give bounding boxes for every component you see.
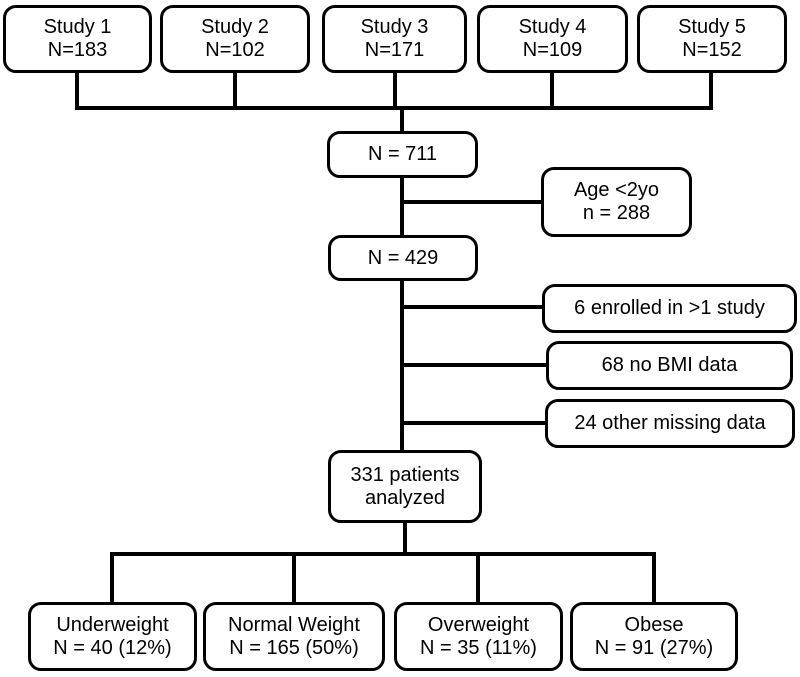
exclusion-missing-data-box: 24 other missing data (545, 399, 795, 448)
connector-exclusion-missing-branch (402, 421, 547, 425)
connector-analyzed-stub (403, 521, 407, 556)
obese-box: Obese N = 91 (27%) (570, 602, 738, 671)
analyzed-line1: 331 patients (350, 463, 460, 486)
study-5-box: Study 5 N=152 (637, 5, 787, 73)
study-3-box: Study 3 N=171 (322, 5, 467, 73)
connector-normal-weight-stub (292, 552, 296, 604)
age-exclusion-line1: Age <2yo (573, 179, 660, 201)
overweight-box: Overweight N = 35 (11%) (394, 602, 563, 671)
connector-exclusion-no-bmi-branch (402, 363, 548, 367)
connector-obese-stub (652, 552, 656, 604)
pooled-total-label: N = 711 (367, 143, 438, 165)
study-2-box: Study 2 N=102 (160, 5, 310, 73)
exclusion-no-bmi-box: 68 no BMI data (546, 341, 793, 390)
study-4-n: N=109 (522, 39, 583, 61)
connector-bottom-horizontal (110, 552, 654, 556)
connector-overweight-stub (476, 552, 480, 604)
exclusion-no-bmi-label: 68 no BMI data (601, 354, 738, 376)
pooled-total-box: N = 711 (327, 131, 478, 178)
overweight-n: N = 35 (11%) (420, 636, 537, 659)
analyzed-box: 331 patients analyzed (328, 450, 482, 523)
study-2-n: N=102 (205, 39, 265, 61)
study-1-n: N=183 (47, 39, 108, 61)
connector-study-4-stub (550, 70, 554, 110)
connector-age-exclusion-branch (402, 200, 543, 204)
study-1-box: Study 1 N=183 (3, 5, 152, 73)
connector-top-horizontal (75, 106, 713, 110)
after-age-exclusion-box: N = 429 (328, 235, 478, 281)
connector-exclusion-enrolled-branch (402, 305, 544, 309)
normal-weight-n: N = 165 (50%) (229, 636, 359, 659)
exclusion-enrolled-box: 6 enrolled in >1 study (542, 284, 797, 333)
after-age-exclusion-label: N = 429 (367, 246, 439, 269)
connector-to-pooled (400, 106, 404, 133)
connector-study-1-stub (75, 70, 79, 110)
underweight-title: Underweight (56, 613, 169, 636)
underweight-n: N = 40 (12%) (53, 636, 172, 659)
study-5-n: N=152 (682, 39, 742, 61)
study-5-title: Study 5 (678, 16, 746, 38)
normal-weight-title: Normal Weight (228, 613, 360, 636)
connector-study-3-stub (393, 70, 397, 110)
connector-underweight-stub (110, 552, 114, 604)
underweight-box: Underweight N = 40 (12%) (28, 602, 197, 671)
normal-weight-box: Normal Weight N = 165 (50%) (203, 602, 385, 671)
study-1-title: Study 1 (43, 16, 112, 38)
exclusion-enrolled-label: 6 enrolled in >1 study (574, 297, 765, 319)
analyzed-line2: analyzed (364, 486, 446, 509)
study-3-title: Study 3 (360, 16, 429, 38)
exclusion-missing-data-label: 24 other missing data (574, 412, 766, 434)
study-4-box: Study 4 N=109 (477, 5, 628, 73)
overweight-title: Overweight (427, 613, 530, 636)
study-4-title: Study 4 (518, 16, 587, 38)
age-exclusion-box: Age <2yo n = 288 (541, 167, 692, 237)
connector-study-2-stub (233, 70, 237, 110)
connector-study-5-stub (709, 70, 713, 110)
age-exclusion-line2: n = 288 (582, 202, 651, 224)
obese-n: N = 91 (27%) (594, 636, 714, 659)
study-2-title: Study 2 (201, 16, 269, 38)
connector-pooled-to-n429 (400, 175, 404, 237)
study-3-n: N=171 (364, 39, 425, 61)
obese-title: Obese (624, 613, 684, 636)
